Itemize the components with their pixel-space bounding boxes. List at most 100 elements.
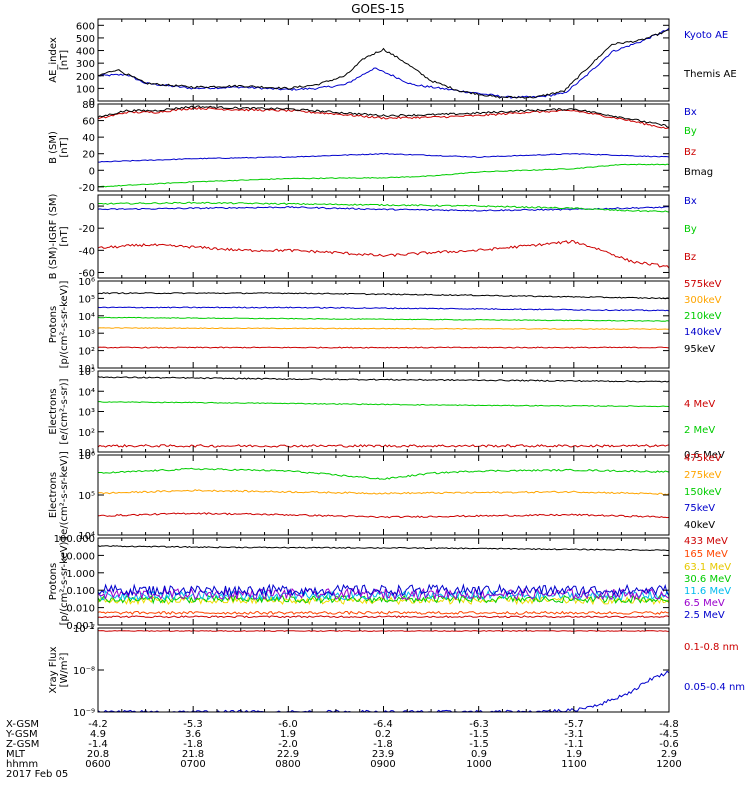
- legend-0-6-mev: 0.6 MeV: [684, 450, 725, 461]
- panel-electrons_mev: 10¹ 10² 10³ 10⁴ 10⁵ Electrons[e/(cm²-s-sr)] 4 …: [48, 367, 725, 461]
- ephem-label-mlt: MLT: [6, 749, 26, 760]
- y-tick-label: 0: [89, 166, 95, 177]
- y-axis-label: Electrons[e/(cm²-s-sr)]: [48, 378, 70, 444]
- ephem-value: -5.7: [564, 719, 584, 730]
- y-axis-label-line: [W/m²]: [59, 652, 70, 687]
- legend-40kev: 40keV: [684, 520, 715, 531]
- y-tick-label: 10²: [78, 428, 95, 439]
- legend-by: By: [684, 224, 697, 235]
- y-axis-label-line: [p/(cm²-s-sr-keV)]: [59, 281, 70, 369]
- ephem-value: 21.8: [182, 749, 204, 760]
- y-tick-label: 100.000: [54, 534, 95, 545]
- ephem-value: -1.8: [183, 739, 203, 750]
- ephem-value: -6.3: [469, 719, 489, 730]
- series-line-bx: [98, 152, 669, 163]
- ephem-value: 22.9: [277, 749, 299, 760]
- y-axis-label-line: Protons: [48, 306, 59, 343]
- y-axis-label: AE_index[nT]: [48, 37, 70, 83]
- y-tick-label: 10⁶: [78, 277, 95, 288]
- y-tick-label: 80: [82, 100, 95, 111]
- ephem-value: -1.4: [88, 739, 108, 750]
- series-line-series-7: [98, 545, 669, 552]
- series-line-6-5-mev: [98, 587, 669, 601]
- y-tick-label: 10⁵: [78, 367, 95, 378]
- ephem-value: 1.9: [566, 749, 582, 760]
- panel-protons_mev: 0.0010.0100.1001.00010.000100.000Protons…: [48, 534, 731, 632]
- y-tick-label: 0.010: [66, 604, 95, 615]
- y-tick-label: 0: [89, 202, 95, 213]
- legend-kyoto-ae: Kyoto AE: [684, 30, 728, 41]
- y-tick-label: 400: [76, 47, 95, 58]
- y-tick-label: 20: [82, 150, 95, 161]
- legend-475kev: 475keV: [684, 453, 722, 464]
- y-axis-label-line: [nT]: [59, 137, 70, 157]
- series-line-2-mev: [98, 400, 669, 408]
- ephem-value: -1.1: [564, 739, 584, 750]
- panel-protons_kev: 10¹ 10² 10³ 10⁴ 10⁵ 10⁶ Protons[p/(cm²-s-sr-ke…: [48, 277, 722, 375]
- series-line-by: [98, 201, 669, 213]
- series-line-475kev: [98, 512, 669, 519]
- series-line-by: [98, 163, 669, 188]
- y-tick-label: 300: [76, 59, 95, 70]
- y-tick-label: 10⁴: [78, 531, 95, 542]
- legend-575kev: 575keV: [684, 279, 722, 290]
- ephem-value: 0800: [275, 759, 300, 770]
- y-tick-label: 1.000: [66, 569, 95, 580]
- legend-6-5-mev: 6.5 MeV: [684, 598, 725, 609]
- legend-165-mev: 165 MeV: [684, 549, 728, 560]
- panel-frame: [97, 370, 670, 453]
- series-line-433-mev: [98, 615, 669, 619]
- y-tick-label: 60: [82, 117, 95, 128]
- legend-75kev: 75keV: [684, 503, 715, 514]
- legend-bx: Bx: [684, 196, 697, 207]
- y-axis-label-line: [nT]: [59, 50, 70, 70]
- y-axis-label-line: Xray Flux: [48, 646, 59, 693]
- panel-frame: [97, 627, 670, 713]
- ephem-value: 0.9: [471, 749, 487, 760]
- y-tick-label: 200: [76, 72, 95, 83]
- series-line-300kev: [98, 327, 669, 331]
- y-axis-label: Electrons[e/(cm²-s-sr-keV)]: [48, 451, 70, 539]
- ephem-value: -5.3: [183, 719, 203, 730]
- ephem-value: -1.8: [373, 739, 393, 750]
- ephem-value: 1.9: [280, 729, 296, 740]
- y-axis-label-line: [e/(cm²-s-sr)]: [59, 378, 70, 444]
- y-axis-label: Xray Flux[W/m²]: [48, 646, 70, 693]
- ephem-value: 0700: [180, 759, 205, 770]
- legend-275kev: 275keV: [684, 470, 722, 481]
- ephem-value: 3.6: [185, 729, 201, 740]
- ephem-value: -4.8: [659, 719, 679, 730]
- series-line-themis-ae: [98, 29, 669, 99]
- series-line-bz: [98, 239, 669, 269]
- panel-frame: [97, 18, 670, 102]
- series-line-275kev: [98, 489, 669, 496]
- y-tick-label: 10⁴: [78, 312, 95, 323]
- y-tick-label: 10¹: [78, 364, 95, 375]
- series-line-2-5-mev: [98, 583, 669, 598]
- legend-by: By: [684, 126, 697, 137]
- y-tick-label: 10⁻⁹: [73, 708, 95, 719]
- y-axis-label-line: B (SM)-IGRF (SM): [48, 194, 59, 280]
- legend-63-1-mev: 63.1 MeV: [684, 562, 731, 573]
- ephem-value: 20.8: [87, 749, 109, 760]
- legend-bz: Bz: [684, 252, 696, 263]
- ephem-value: -1.5: [469, 739, 489, 750]
- y-tick-label: 500: [76, 34, 95, 45]
- y-tick-label: 10¹: [78, 448, 95, 459]
- y-tick-label: 10⁶: [78, 451, 95, 462]
- ephem-value: -4.5: [659, 729, 679, 740]
- y-axis-label: Protons[p/(cm²-s-sr-keV)]: [48, 538, 70, 626]
- series-line-0-6-mev: [98, 376, 669, 383]
- legend-30-6-mev: 30.6 MeV: [684, 574, 731, 585]
- y-tick-label: -20: [79, 183, 95, 194]
- legend-140kev: 140keV: [684, 327, 722, 338]
- y-axis-label-line: Electrons: [48, 472, 59, 518]
- y-axis-label: B (SM)[nT]: [48, 131, 70, 164]
- ephem-value: 0600: [85, 759, 110, 770]
- y-axis-label-line: [p/(cm²-s-sr-keV)]: [59, 538, 70, 626]
- y-tick-label: -60: [79, 268, 95, 279]
- legend-bmag: Bmag: [684, 167, 713, 178]
- y-tick-label: 0.100: [66, 586, 95, 597]
